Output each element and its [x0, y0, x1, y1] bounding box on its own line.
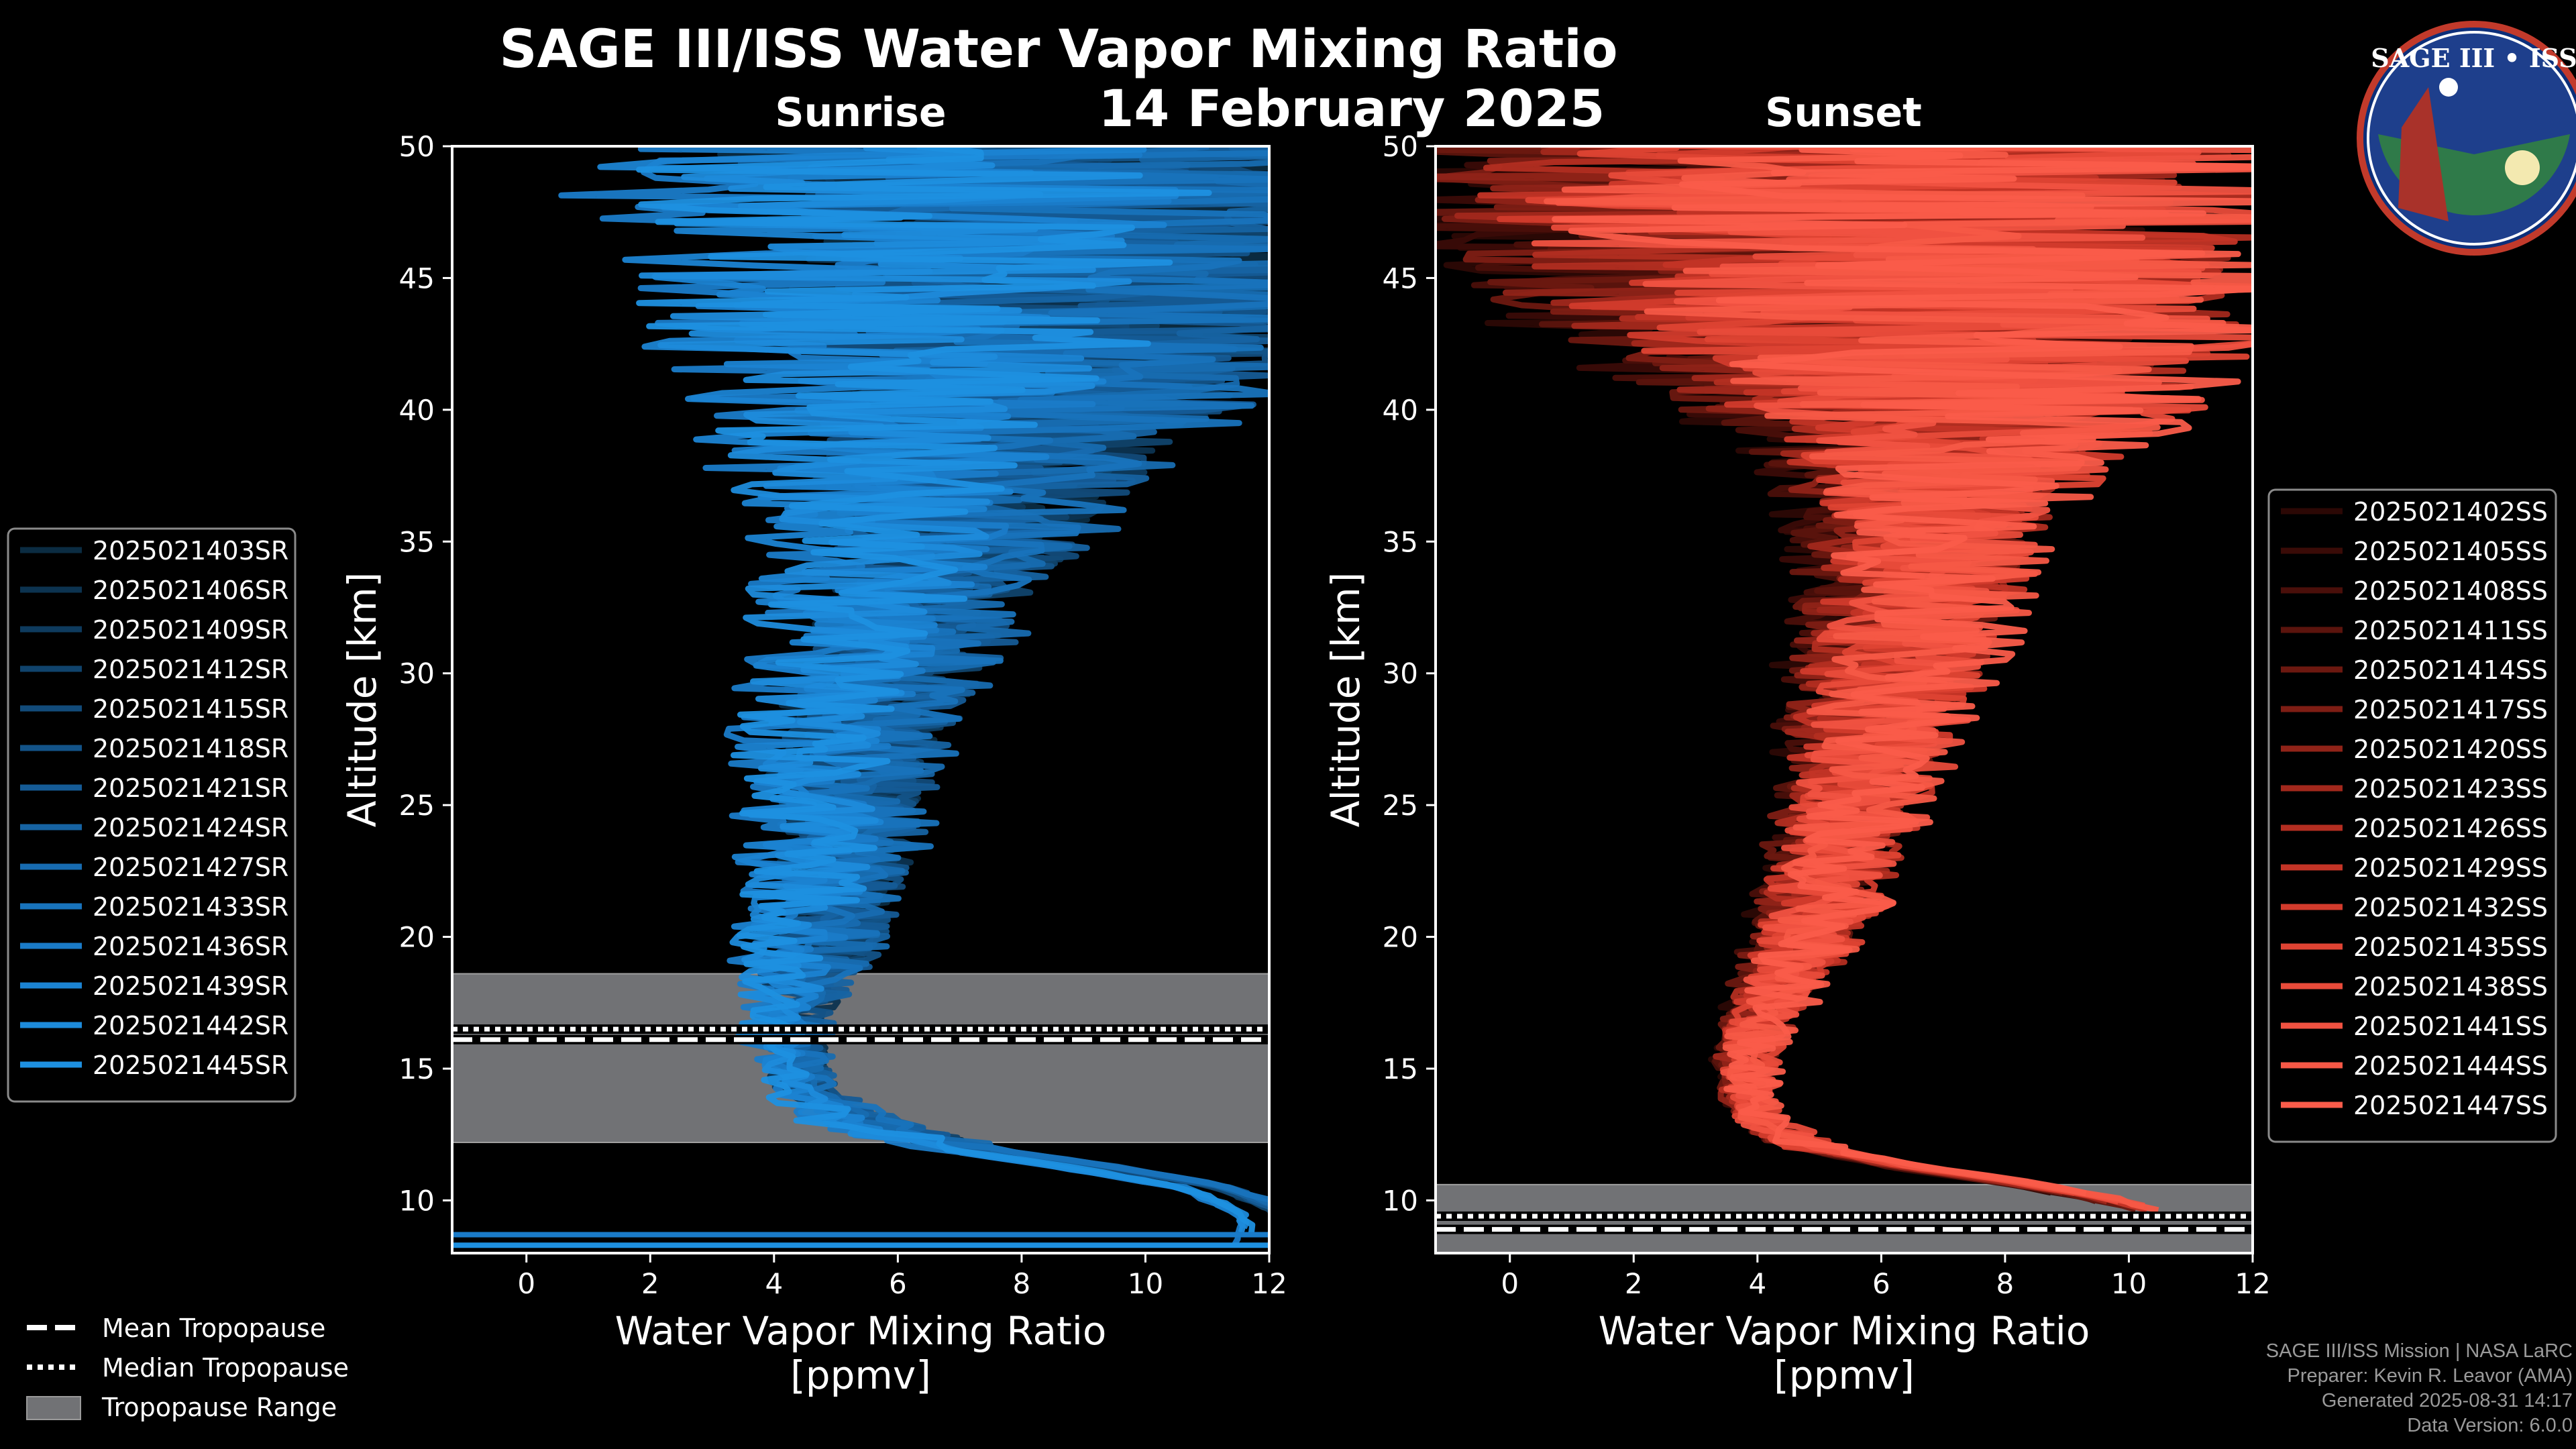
legend-label: 2025021445SR [93, 1051, 288, 1080]
x-tick-label: 0 [517, 1267, 535, 1300]
subtitle-sunrise: Sunrise [775, 89, 946, 136]
legend-label: 2025021420SS [2353, 735, 2548, 764]
sunset-panel: 0 2 4 6 8 10 12 10 15 20 25 30 35 40 45 50 Altitude [km]… [1323, 130, 2271, 1398]
legend-label: 2025021435SS [2353, 932, 2548, 962]
y-tick-label: 40 [399, 394, 435, 427]
legend-label: 2025021427SR [93, 853, 288, 882]
credit-generated: Generated 2025-08-31 14:17 [2321, 1390, 2573, 1411]
legend-label: 2025021406SR [93, 576, 288, 605]
x-axis-label: [ppmv] [790, 1352, 931, 1398]
y-tick-label: 15 [399, 1053, 435, 1085]
sunrise-legend: 2025021403SR 2025021406SR 2025021409SR 2025… [7, 527, 297, 1103]
subtitle-sunset: Sunset [1765, 89, 1922, 136]
legend-label: 2025021418SR [93, 734, 288, 763]
y-tick-label: 20 [1383, 921, 1418, 954]
y-tick-label: 45 [399, 262, 435, 294]
y-tick-label: 15 [1383, 1053, 1418, 1085]
credit-version: Data Version: 6.0.0 [2407, 1415, 2573, 1436]
legend-label: 2025021442SR [93, 1011, 288, 1040]
x-axis-label: Water Vapor Mixing Ratio [1599, 1308, 2090, 1354]
legend-label: 2025021423SS [2353, 774, 2548, 804]
legend-label: 2025021424SR [93, 813, 288, 843]
y-tick-label: 50 [1383, 130, 1418, 163]
legend-label: 2025021411SS [2353, 616, 2548, 645]
sage-iss-logo: SAGE III • ISS [2357, 21, 2576, 256]
legend-label: 2025021415SR [93, 694, 288, 724]
profile-2025021445SR [636, 146, 1256, 1237]
y-tick-label: 45 [1383, 262, 1418, 294]
legend-label: 2025021408SS [2353, 576, 2548, 606]
x-tick-label: 12 [1251, 1267, 1287, 1300]
tropopause-range-swatch [26, 1396, 81, 1420]
legend-label: 2025021436SR [93, 932, 288, 961]
median-tropopause-label: Median Tropopause [102, 1353, 349, 1383]
x-tick-label: 2 [1625, 1267, 1643, 1300]
legend-label: 2025021438SS [2353, 972, 2548, 1002]
profile-2025021447SS [1552, 146, 2253, 1197]
y-tick-label: 35 [399, 525, 435, 558]
chart-date: 14 February 2025 [1099, 78, 1605, 138]
tropopause-range-label: Tropopause Range [101, 1393, 337, 1422]
legend-label: 2025021439SR [93, 971, 288, 1001]
legend-label: 2025021417SS [2353, 695, 2548, 724]
x-tick-label: 4 [1748, 1267, 1766, 1300]
credit-preparer: Preparer: Kevin R. Leavor (AMA) [2287, 1365, 2573, 1387]
plot-frame [451, 145, 1271, 1254]
legend-box [2267, 488, 2557, 1143]
mean-tropopause-label: Mean Tropopause [102, 1313, 325, 1343]
legend-label: 2025021421SR [93, 773, 288, 803]
legend-label: 2025021429SS [2353, 853, 2548, 883]
x-tick-label: 4 [765, 1267, 783, 1300]
credit-mission: SAGE III/ISS Mission | NASA LaRC [2265, 1340, 2573, 1362]
legend-label: 2025021432SS [2353, 893, 2548, 922]
x-tick-label: 8 [1013, 1267, 1031, 1300]
x-tick-label: 12 [2235, 1267, 2270, 1300]
y-axis-label: Altitude [km] [1323, 572, 1368, 827]
x-tick-label: 10 [2111, 1267, 2147, 1300]
sunrise-panel: 0 2 4 6 8 10 12 10 15 20 25 30 35 40 45 50 Altitude [km]… [339, 130, 1287, 1398]
y-tick-label: 20 [399, 921, 435, 954]
tropopause-legend: Mean Tropopause Median Tropopause Tropop… [26, 1313, 349, 1422]
profile-lines [452, 146, 1269, 1248]
credits: SAGE III/ISS Mission | NASA LaRC Prepare… [2266, 1339, 2573, 1438]
legend-label: 2025021403SR [93, 536, 288, 566]
logo-text: SAGE III • ISS [2371, 43, 2576, 73]
x-tick-label: 2 [641, 1267, 659, 1300]
legend-label: 2025021402SS [2353, 497, 2548, 527]
x-tick-label: 6 [889, 1267, 907, 1300]
y-axis-label: Altitude [km] [339, 572, 385, 827]
chart-title: SAGE III/ISS Water Vapor Mixing Ratio [499, 19, 1617, 80]
x-tick-label: 0 [1501, 1267, 1519, 1300]
legend-label: 2025021409SR [93, 615, 288, 645]
legend-label: 2025021444SS [2353, 1051, 2548, 1081]
plot-frame [1434, 145, 2254, 1254]
sunset-legend: 2025021402SS 2025021405SS 2025021408SS 2025… [2267, 488, 2557, 1143]
legend-label: 2025021433SR [93, 892, 288, 922]
x-tick-label: 10 [1128, 1267, 1163, 1300]
y-tick-label: 30 [1383, 657, 1418, 690]
x-tick-label: 6 [1872, 1267, 1890, 1300]
y-tick-label: 40 [1383, 394, 1418, 427]
legend-label: 2025021412SR [93, 655, 288, 684]
y-tick-label: 25 [399, 789, 435, 822]
x-axis-label: [ppmv] [1774, 1352, 1915, 1398]
y-tick-label: 50 [399, 130, 435, 163]
legend-label: 2025021426SS [2353, 814, 2548, 843]
profile-lines [1436, 146, 2253, 1214]
legend-label: 2025021405SS [2353, 537, 2548, 566]
y-tick-label: 10 [1383, 1184, 1418, 1217]
y-tick-label: 10 [399, 1184, 435, 1217]
legend-label: 2025021414SS [2353, 655, 2548, 685]
y-tick-label: 35 [1383, 525, 1418, 558]
x-tick-label: 8 [1996, 1267, 2015, 1300]
legend-label: 2025021441SS [2353, 1012, 2548, 1041]
y-tick-label: 30 [399, 657, 435, 690]
profile-2025021444SS [1544, 146, 2253, 1214]
x-axis-label: Water Vapor Mixing Ratio [615, 1308, 1107, 1354]
y-tick-label: 25 [1383, 789, 1418, 822]
legend-label: 2025021447SS [2353, 1091, 2548, 1120]
